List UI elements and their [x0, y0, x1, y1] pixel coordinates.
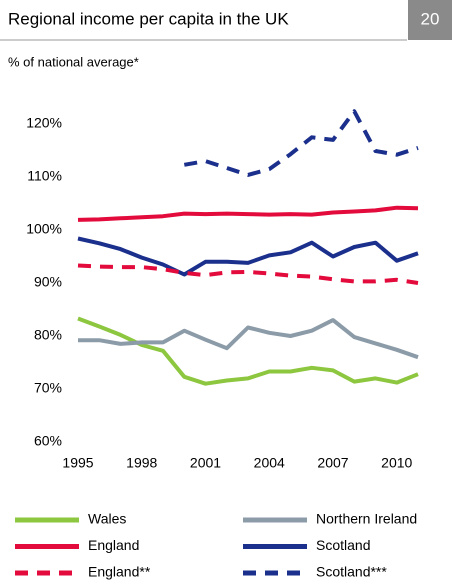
- legend-label: Scotland: [316, 537, 370, 553]
- legend-label: Scotland***: [316, 564, 387, 580]
- page-number-box: [408, 0, 452, 40]
- chart-title: Regional income per capita in the UK: [8, 9, 289, 28]
- legend-label: Wales: [88, 511, 126, 527]
- y-tick-label: 100%: [26, 221, 62, 237]
- subtitle: % of national average*: [8, 54, 139, 69]
- x-tick-label: 1998: [126, 455, 157, 471]
- y-tick-label: 120%: [26, 115, 62, 131]
- series-line: [78, 318, 419, 360]
- x-tick-label: 1995: [62, 455, 93, 471]
- legend-label: Northern Ireland: [316, 511, 417, 527]
- x-tick-label: 2004: [254, 455, 285, 471]
- series-line: [77, 263, 419, 285]
- legend-label: England**: [88, 564, 151, 580]
- y-tick-label: 80%: [34, 327, 62, 343]
- legend-label: England: [88, 537, 139, 553]
- series-line: [183, 109, 419, 177]
- x-tick-label: 2001: [190, 455, 221, 471]
- y-tick-label: 90%: [34, 274, 62, 290]
- x-tick-label: 2007: [317, 455, 348, 471]
- y-tick-label: 70%: [34, 380, 62, 396]
- series-line: [77, 205, 419, 222]
- page-number: 20: [421, 9, 440, 28]
- series-line: [77, 236, 419, 277]
- x-tick-label: 2010: [381, 455, 412, 471]
- y-tick-label: 110%: [27, 168, 62, 184]
- y-tick-label: 60%: [34, 433, 62, 449]
